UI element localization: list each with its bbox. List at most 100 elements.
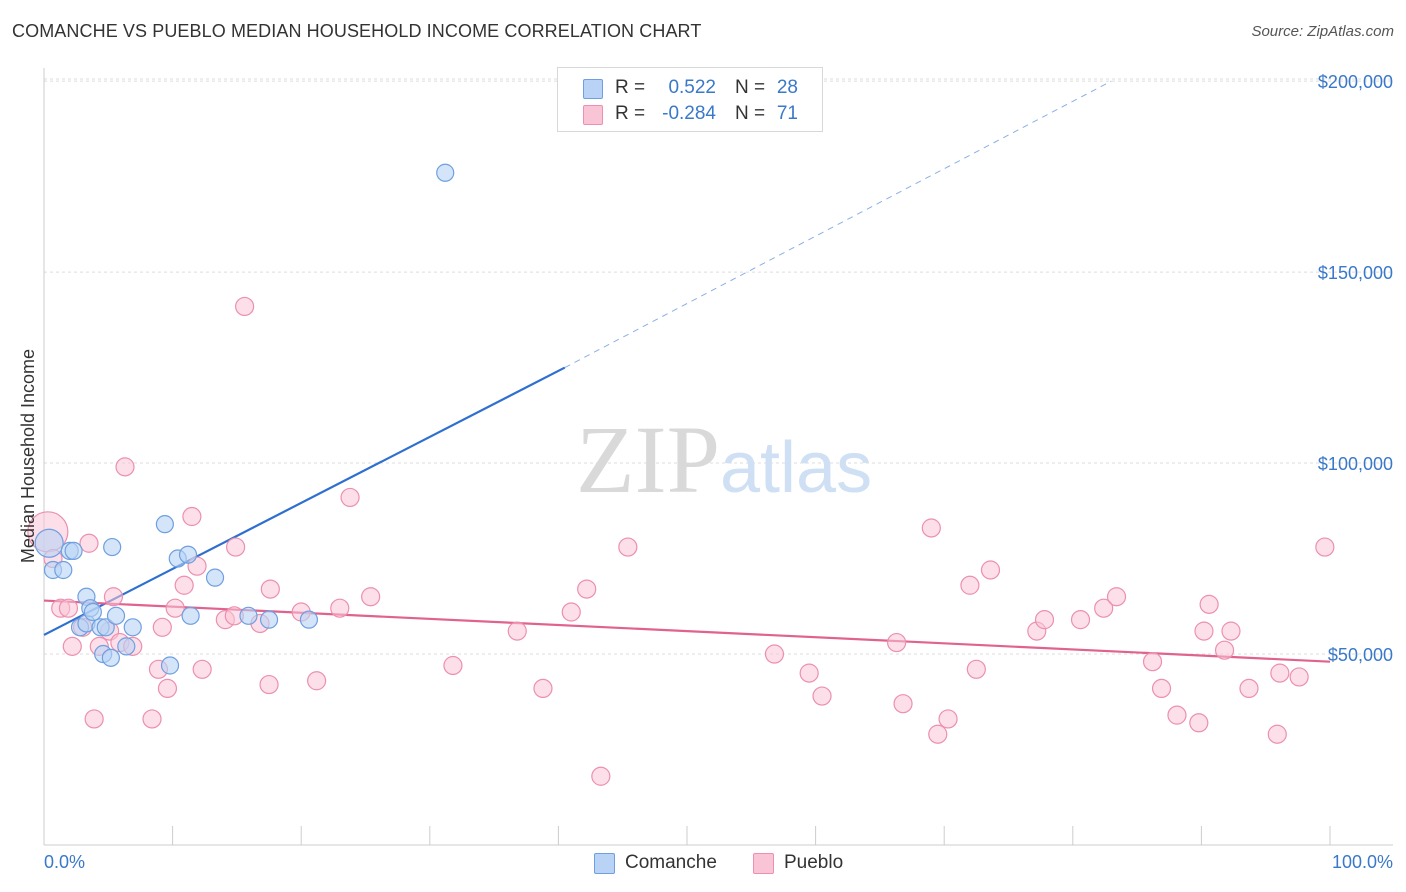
pueblo-trend-line bbox=[43, 599, 1331, 663]
comanche-trend-line bbox=[43, 366, 566, 636]
comanche-point bbox=[106, 606, 126, 625]
pueblo-point bbox=[960, 575, 980, 595]
comanche-point bbox=[117, 637, 136, 656]
comanche-legend-swatch bbox=[594, 853, 615, 874]
comanche-point bbox=[96, 618, 115, 637]
pueblo-point bbox=[1221, 621, 1241, 641]
pueblo-point bbox=[1214, 640, 1235, 660]
pueblo-point bbox=[577, 579, 597, 599]
pueblo-point bbox=[235, 296, 255, 317]
pueblo-point bbox=[591, 766, 611, 786]
y-tick-label: $100,000 bbox=[1318, 454, 1393, 474]
pueblo-point bbox=[58, 598, 79, 618]
pueblo-point bbox=[966, 659, 986, 679]
pueblo-point bbox=[1167, 705, 1187, 725]
pueblo-point bbox=[62, 636, 82, 656]
comanche-point bbox=[178, 545, 198, 564]
pueblo-point bbox=[226, 537, 246, 557]
legend-row-comanche: R = 0.522 N = 28 bbox=[558, 75, 822, 101]
pueblo-point bbox=[938, 709, 958, 729]
comanche-point bbox=[54, 560, 73, 580]
comanche-point bbox=[64, 541, 83, 560]
pueblo-point bbox=[1106, 587, 1127, 607]
legend-n-label: N = bbox=[735, 103, 766, 124]
pueblo-point bbox=[928, 724, 948, 744]
pueblo-point bbox=[507, 621, 527, 641]
pueblo-legend-label: Pueblo bbox=[784, 852, 844, 873]
pueblo-point bbox=[893, 694, 913, 714]
comanche-point bbox=[239, 606, 258, 625]
pueblo-point bbox=[259, 674, 279, 695]
pueblo-point bbox=[887, 632, 907, 653]
pueblo-point bbox=[1070, 610, 1091, 630]
pueblo-point bbox=[330, 598, 350, 618]
comanche-point bbox=[205, 568, 225, 587]
pueblo-point bbox=[1034, 610, 1055, 630]
comanche-trend-extension bbox=[564, 80, 1112, 369]
pueblo-point bbox=[361, 587, 381, 607]
pueblo-r-value: -0.284 bbox=[662, 103, 716, 124]
watermark-zip: ZIP bbox=[576, 406, 720, 513]
pueblo-swatch bbox=[583, 105, 603, 125]
comanche-r-value: 0.522 bbox=[668, 77, 716, 98]
pueblo-point bbox=[260, 579, 280, 599]
source-label: Source: ZipAtlas.com bbox=[1251, 23, 1394, 40]
pueblo-n-value: 71 bbox=[776, 103, 798, 124]
pueblo-point bbox=[1094, 598, 1114, 618]
y-tick-label: $200,000 bbox=[1318, 72, 1393, 92]
comanche-point bbox=[123, 618, 142, 637]
pueblo-point bbox=[1142, 652, 1163, 672]
y-tick-label: $50,000 bbox=[1328, 645, 1393, 665]
pueblo-legend-swatch bbox=[753, 853, 774, 874]
comanche-point bbox=[155, 515, 174, 534]
pueblo-point bbox=[1151, 678, 1172, 699]
legend-r-label: R = bbox=[615, 77, 646, 98]
pueblo-point bbox=[443, 655, 463, 676]
comanche-point bbox=[436, 163, 455, 182]
pueblo-point bbox=[1267, 724, 1287, 744]
pueblo-point bbox=[1194, 621, 1214, 641]
comanche-point bbox=[101, 648, 120, 667]
pueblo-point bbox=[182, 506, 202, 527]
pueblo-point bbox=[764, 644, 785, 664]
pueblo-point bbox=[115, 457, 135, 477]
pueblo-point bbox=[1270, 663, 1290, 683]
pueblo-point bbox=[533, 678, 553, 699]
pueblo-point bbox=[192, 659, 212, 679]
legend-r-label: R = bbox=[615, 103, 646, 124]
pueblo-point bbox=[1289, 667, 1309, 687]
pueblo-point bbox=[618, 537, 638, 557]
pueblo-point bbox=[812, 686, 832, 706]
watermark-atlas: atlas bbox=[720, 428, 872, 508]
axes: $50,000 $100,000 $150,000 $200,000 bbox=[43, 68, 1393, 846]
pueblo-point bbox=[79, 533, 99, 553]
comanche-point bbox=[259, 610, 279, 629]
correlation-legend: R = 0.522 N = 28 R = -0.284 N = 71 bbox=[557, 67, 823, 132]
pueblo-point bbox=[174, 575, 194, 595]
comanche-point bbox=[181, 606, 200, 625]
pueblo-point bbox=[84, 709, 104, 729]
comanche-point bbox=[160, 656, 180, 675]
pueblo-point bbox=[1189, 713, 1209, 733]
legend-row-pueblo: R = -0.284 N = 71 bbox=[558, 101, 822, 127]
pueblo-point bbox=[307, 671, 327, 691]
comanche-point bbox=[83, 602, 102, 622]
y-axis-label: Median Household Income bbox=[18, 349, 38, 563]
comanche-legend-label: Comanche bbox=[625, 852, 717, 873]
pueblo-point bbox=[152, 617, 172, 637]
chart-title: COMANCHE VS PUEBLO MEDIAN HOUSEHOLD INCO… bbox=[12, 21, 702, 41]
pueblo-point bbox=[1239, 678, 1259, 699]
pueblo-point bbox=[561, 602, 581, 622]
legend-n-label: N = bbox=[735, 77, 766, 98]
pueblo-point bbox=[103, 587, 124, 607]
comanche-n-value: 28 bbox=[776, 77, 798, 98]
pueblo-point bbox=[799, 663, 819, 683]
trend-lines bbox=[43, 80, 1331, 663]
data-points bbox=[27, 163, 1335, 786]
gridlines bbox=[44, 78, 1393, 655]
pueblo-point bbox=[1315, 537, 1335, 557]
pueblo-point bbox=[340, 487, 360, 508]
comanche-point bbox=[103, 537, 122, 557]
pueblo-point bbox=[165, 598, 185, 618]
